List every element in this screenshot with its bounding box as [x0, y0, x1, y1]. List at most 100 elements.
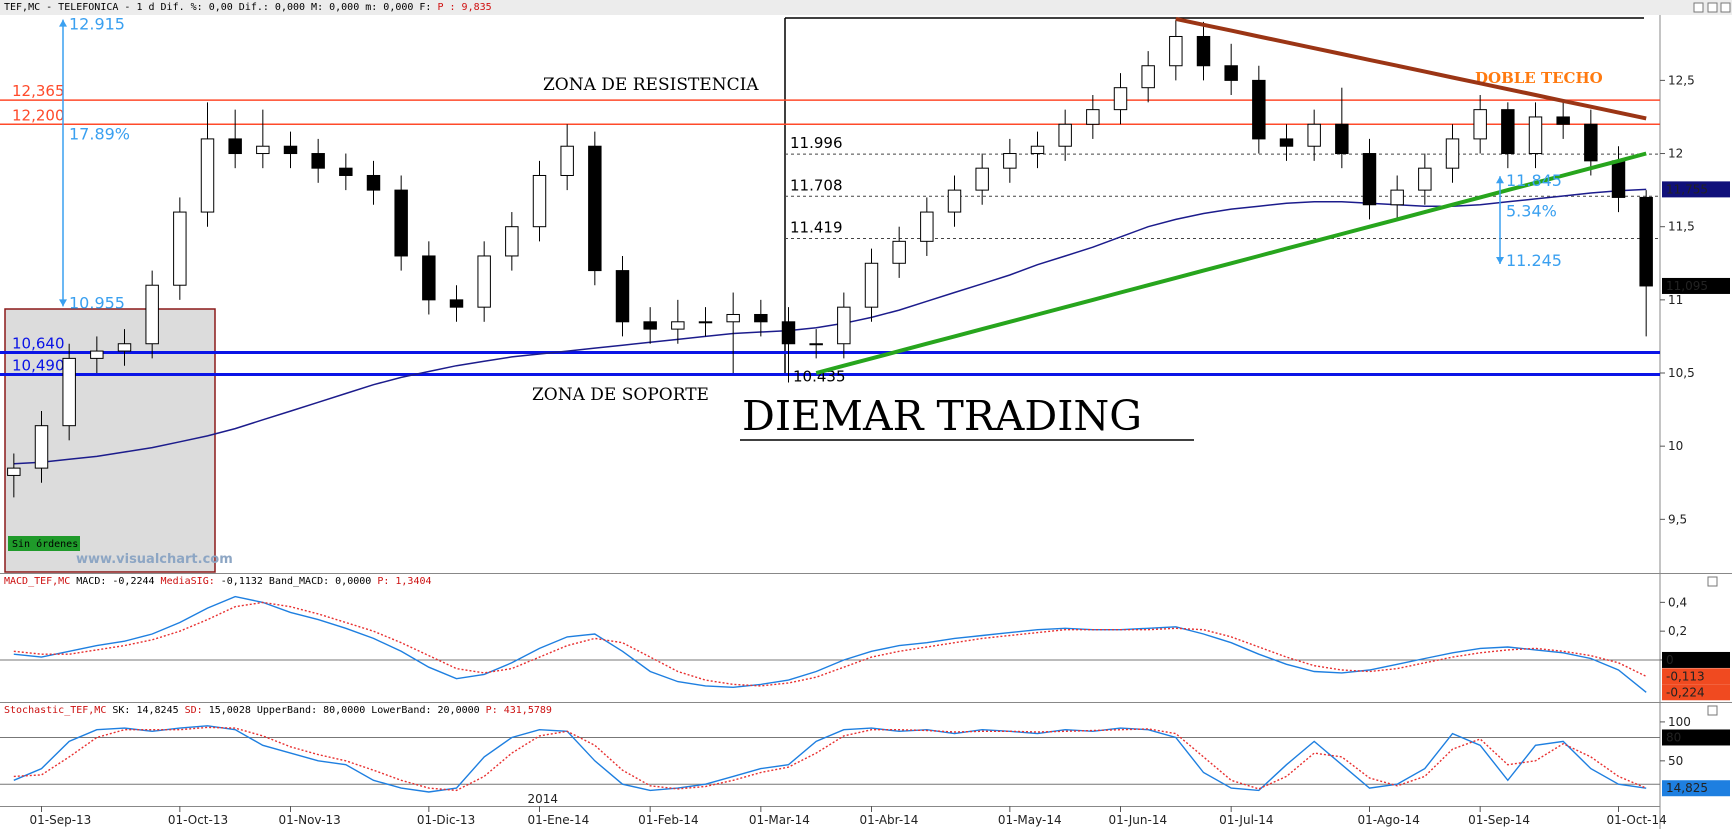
price-level-label: 12,200: [12, 106, 65, 124]
candle-body: [62, 357, 76, 427]
candle-body: [1418, 167, 1432, 191]
header-part: P: 431,5789: [480, 705, 552, 716]
trendline: [1175, 16, 1647, 121]
panel-close-button[interactable]: [1707, 576, 1718, 587]
candle-body: [532, 174, 547, 228]
candle-body: [892, 240, 906, 264]
close-button[interactable]: [1720, 2, 1731, 13]
axis-marker-label: -0,224: [1666, 685, 1705, 699]
header-part: MACD_TEF,MC: [4, 576, 70, 587]
minimize-button[interactable]: [1693, 2, 1704, 13]
candle-body: [1501, 109, 1515, 155]
y-tick-label: 11,5: [1668, 220, 1695, 234]
candle-body: [615, 270, 630, 323]
panel-close-button[interactable]: [1707, 705, 1718, 716]
panel-header: Stochastic_TEF,MC SK: 14,8245 SD: 15,002…: [4, 705, 552, 716]
candle-body: [394, 189, 408, 257]
x-tick-label: 01-Ene-14: [528, 813, 590, 827]
header-part: -0,1132 Band_MACD: 0,0000: [215, 576, 372, 587]
x-tick-label: 01-May-14: [998, 813, 1062, 827]
indicator-line: [13, 601, 1647, 687]
last-price: P : 9,835: [437, 2, 491, 13]
title-bar: [0, 0, 1732, 15]
candle-body: [1335, 123, 1349, 155]
candle-body: [864, 262, 879, 308]
candle-body: [339, 167, 353, 176]
candle-body: [173, 211, 187, 286]
panel-header: MACD_TEF,MC MACD: -0,2244 MediaSIG: -0,1…: [4, 576, 432, 587]
x-tick-label: 01-Jul-14: [1219, 813, 1273, 827]
candle-body: [1307, 123, 1321, 147]
axis-marker: [1662, 780, 1730, 797]
x-tick-label: 01-Dic-13: [417, 813, 475, 827]
window-title: TEF,MC - TELEFONICA - 1 d Dif. %: 0,00 D…: [4, 2, 492, 13]
candle-body: [477, 255, 491, 308]
candle-body: [671, 321, 685, 330]
indicator-line: [13, 725, 1647, 793]
price-level-label: 12,365: [12, 82, 65, 100]
candle-body: [643, 321, 657, 330]
close-badge: [1662, 277, 1730, 294]
header-part: 15,0028 UpperBand: 80,0000 LowerBand: 20…: [203, 705, 480, 716]
candle-body: [366, 174, 381, 191]
candle-body: [1003, 153, 1017, 169]
candle-body: [1473, 109, 1487, 140]
indicator-line: [13, 726, 1647, 792]
candle-body: [449, 299, 464, 308]
symbol-info: TEF,MC - TELEFONICA - 1 d Dif. %: 0,00 D…: [4, 2, 431, 13]
status-text: Sin órdenes: [12, 538, 78, 550]
status-badge: [8, 536, 80, 551]
fib-level-label: 11.996: [790, 134, 843, 152]
axis-marker: [1662, 668, 1730, 685]
candle-body: [228, 138, 242, 155]
header-part: MediaSIG:: [155, 576, 215, 587]
candle-body: [1445, 138, 1460, 169]
watermark: www.visualchart.com: [76, 552, 233, 567]
close-badge-label: 11,095: [1666, 279, 1708, 293]
y-tick-label: 0,4: [1668, 595, 1687, 609]
y-tick-label: 12,5: [1668, 73, 1695, 87]
candle-body: [698, 321, 713, 324]
y-tick-label: 0,2: [1668, 624, 1687, 638]
resistance-zone: ZONA DE RESISTENCIA: [543, 75, 759, 95]
fib-level-label: 11.708: [790, 176, 843, 194]
candle-body: [920, 211, 934, 242]
candle-body: [588, 145, 602, 272]
candle-body: [1141, 65, 1155, 89]
x-tick-label: 01-Jun-14: [1109, 813, 1168, 827]
support-zone: ZONA DE SOPORTE: [532, 385, 709, 405]
candle-body: [200, 138, 215, 213]
candle-body: [947, 189, 962, 213]
axis-marker: [1662, 651, 1730, 668]
candle-body: [1058, 123, 1072, 147]
x-tick-label: 01-Sep-14: [1468, 813, 1530, 827]
candle-body: [422, 255, 436, 301]
axis-marker-label: -0,113: [1666, 669, 1705, 683]
candle-body: [1252, 79, 1266, 140]
x-tick-label: 01-Sep-13: [30, 813, 92, 827]
candle-body: [1556, 116, 1570, 125]
x-tick-label: 01-Ago-14: [1358, 813, 1420, 827]
price-level-label: 10,640: [12, 335, 65, 353]
header-part: Stochastic_TEF,MC: [4, 705, 106, 716]
axis-marker-label: 14,825: [1666, 781, 1708, 795]
measure-from: 11.245: [1506, 251, 1562, 270]
support-low-label: 10.435: [793, 368, 846, 386]
candle-body: [1611, 160, 1626, 198]
candle-body: [1279, 138, 1294, 147]
candle-body: [7, 467, 21, 476]
y-tick-label: 11: [1668, 293, 1683, 307]
candle-body: [34, 425, 49, 469]
axis-marker-label: 0: [1666, 653, 1674, 667]
candle-body: [975, 167, 989, 191]
candle-body: [311, 153, 325, 169]
candle-body: [809, 343, 823, 346]
maximize-button[interactable]: [1707, 2, 1718, 13]
price-level-label: 10,490: [12, 356, 65, 374]
candle-body: [1169, 35, 1183, 67]
trendline: [815, 151, 1647, 375]
candle-body: [1584, 123, 1598, 162]
y-tick-label: 100: [1668, 715, 1691, 729]
